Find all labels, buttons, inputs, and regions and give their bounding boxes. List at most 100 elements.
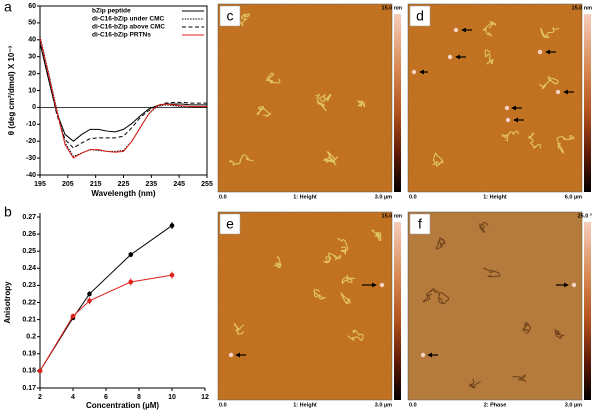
- panel-letter: e: [226, 216, 234, 232]
- fiber: [512, 374, 527, 382]
- y-tick-label: 0.24: [22, 265, 36, 272]
- y-tick-label: 0.25: [22, 248, 36, 255]
- fiber: [340, 292, 351, 304]
- fiber: [273, 256, 283, 269]
- scale-max: 15.0 nm: [572, 5, 593, 11]
- fiber: [539, 75, 559, 90]
- marker: [87, 291, 92, 297]
- panel-letter: a: [4, 0, 12, 15]
- particle: [504, 105, 510, 111]
- particle: [537, 49, 543, 55]
- y-tick-label: 60: [28, 3, 36, 10]
- fiber: [265, 72, 281, 84]
- fiber: [322, 252, 342, 264]
- image-border: [407, 3, 583, 193]
- color-bar: [584, 222, 591, 400]
- legend-label: bZip peptide: [92, 8, 131, 15]
- panel-letter: b: [4, 204, 12, 220]
- x-tick-label: 6: [104, 394, 108, 401]
- channel: 1: Height: [483, 194, 507, 200]
- x-tick-label: 195: [34, 181, 46, 188]
- y-axis-label: Anisotropy: [3, 281, 12, 324]
- particle: [555, 89, 561, 95]
- fiber: [556, 135, 575, 142]
- afm-panel: d 15.0 nm 0.0 1: Height 6.0 µm: [407, 3, 593, 200]
- fiber: [371, 229, 382, 242]
- scale-min: 0.0: [219, 194, 227, 200]
- fiber: [554, 328, 566, 339]
- fiber: [432, 152, 444, 167]
- color-bar: [394, 14, 401, 192]
- scan-size: 3.0 µm: [375, 402, 392, 408]
- fiber: [234, 323, 245, 335]
- y-tick-label: 10: [28, 87, 36, 94]
- x-tick-label: 215: [90, 181, 102, 188]
- y-tick-label: 0.2: [26, 334, 36, 341]
- scale-max: 15.0 nm: [382, 213, 403, 219]
- panel-letter-box: [219, 213, 241, 235]
- y-tick-label: 0.27: [22, 214, 36, 221]
- afm-texture: [408, 4, 582, 192]
- particle: [420, 352, 426, 358]
- image-border: [217, 211, 393, 401]
- y-tick-label: 0.26: [22, 231, 36, 238]
- y-tick-label: 20: [28, 70, 36, 77]
- marker: [128, 252, 134, 257]
- scan-size: 6.0 µm: [565, 194, 582, 200]
- series-line: [39, 43, 207, 142]
- fiber: [422, 288, 437, 303]
- x-tick-label: 2: [38, 394, 42, 401]
- particle: [447, 54, 453, 60]
- afm-panel: f 25.0 ° 0.0 2: Phase 3.0 µm: [407, 211, 592, 408]
- afm-panel: c 15.0 nm 0.0 1: Height 3.0 µm: [217, 3, 403, 200]
- x-tick-label: 245: [173, 181, 185, 188]
- legend-label: di-C16-bZip under CMC: [92, 16, 165, 23]
- image-border: [407, 211, 583, 401]
- fiber: [484, 49, 494, 65]
- fiber: [229, 154, 254, 166]
- series-line: [39, 274, 173, 372]
- fiber: [337, 237, 349, 255]
- panel-letter-box: [219, 5, 241, 27]
- x-tick-label: 4: [71, 394, 75, 401]
- legend-label: di-C16-bZip above CMC: [92, 24, 165, 31]
- x-axis-label: Concentration (µM): [86, 401, 159, 410]
- channel: 1: Height: [293, 194, 317, 200]
- fiber: [557, 141, 565, 154]
- fiber: [347, 329, 364, 342]
- scale-max: 15.0 nm: [382, 5, 403, 11]
- y-tick-label: 50: [28, 20, 36, 27]
- fiber: [540, 26, 560, 39]
- fiber: [323, 156, 338, 164]
- afm-texture: [218, 4, 392, 192]
- fiber: [469, 378, 481, 389]
- scale-max: 25.0 °: [578, 213, 592, 219]
- marker: [37, 368, 43, 374]
- fiber: [315, 93, 327, 112]
- afm-texture: [408, 212, 582, 400]
- fiber: [501, 130, 519, 142]
- fiber: [528, 132, 542, 149]
- y-tick-label: -20: [26, 138, 36, 145]
- fiber: [356, 100, 366, 109]
- x-tick-label: 10: [168, 394, 176, 401]
- channel: 1: Height: [293, 402, 317, 408]
- scan-size: 3.0 µm: [375, 194, 392, 200]
- particle: [411, 69, 417, 75]
- x-axis-label: Wavelength (nm): [91, 189, 155, 198]
- color-bar: [394, 222, 401, 400]
- y-tick-label: 0.23: [22, 282, 36, 289]
- scale-min: 0.0: [409, 194, 417, 200]
- y-tick-label: -40: [26, 172, 36, 179]
- particle: [228, 352, 234, 358]
- marker: [70, 313, 76, 319]
- panel-letter: c: [227, 8, 234, 24]
- particle: [379, 282, 385, 288]
- particle: [571, 282, 577, 288]
- y-tick-label: 0.19: [22, 351, 36, 358]
- y-tick-label: 30: [28, 54, 36, 61]
- y-tick-label: 0.18: [22, 368, 36, 375]
- marker: [87, 298, 92, 304]
- marker: [169, 272, 175, 278]
